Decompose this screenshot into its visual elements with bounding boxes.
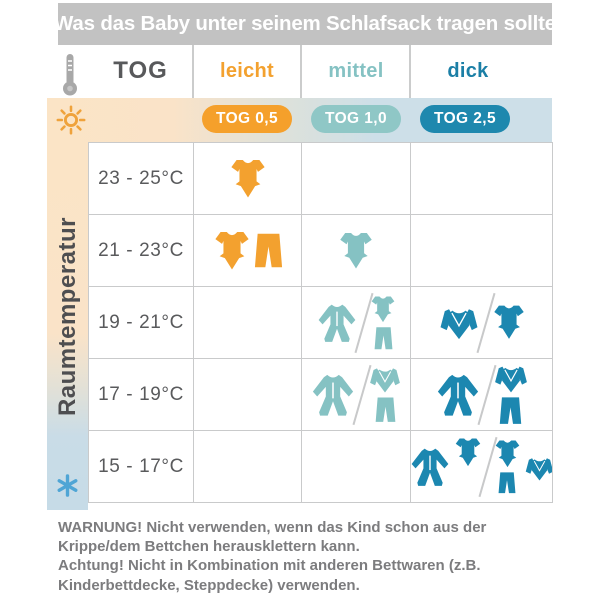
clothing-stack bbox=[370, 295, 396, 351]
pants-icon bbox=[374, 326, 393, 351]
room-temperature-sidebar: Raumtemperatur bbox=[47, 142, 88, 510]
tog-badge-leicht: TOG 0,5 bbox=[202, 105, 292, 133]
clothing-cell-mittel bbox=[302, 143, 411, 215]
bodysuit-icon bbox=[454, 437, 482, 468]
clothing-cell-mittel bbox=[302, 215, 411, 287]
sun-icon bbox=[55, 104, 87, 136]
column-header-mittel: mittel bbox=[328, 60, 384, 82]
bodysuit-icon bbox=[229, 158, 267, 200]
outfit-option bbox=[316, 302, 358, 344]
bodysuit-icon bbox=[494, 439, 521, 469]
clothing-cell-leicht bbox=[194, 431, 302, 503]
clothing-cell-mittel bbox=[302, 431, 411, 503]
clothing-cell-dick bbox=[411, 215, 553, 287]
longsleeve-icon bbox=[493, 363, 529, 394]
clothing-stack bbox=[494, 439, 521, 495]
clothing-cell-mittel bbox=[302, 359, 411, 431]
pants-icon bbox=[254, 232, 283, 270]
outfit-option bbox=[411, 446, 482, 488]
temperature-range: 21 - 23°C bbox=[89, 215, 194, 287]
outfit-option bbox=[493, 363, 529, 426]
bodysuit-icon bbox=[213, 230, 251, 272]
bodysuit-icon bbox=[338, 231, 374, 271]
column-header-dick: dick bbox=[447, 60, 489, 82]
outfit-option bbox=[229, 158, 267, 200]
longsleeve-icon bbox=[368, 365, 402, 394]
outfit-option bbox=[368, 365, 402, 424]
warning-line-2: Achtung! Nicht in Kombination mit andere… bbox=[58, 557, 481, 594]
sleepsuit-icon bbox=[411, 446, 451, 488]
warning-text: WARNUNG! Nicht verwenden, wenn das Kind … bbox=[58, 518, 560, 595]
clothing-cell-leicht bbox=[194, 215, 302, 287]
longsleeve-icon bbox=[524, 455, 554, 482]
temperature-range: 19 - 21°C bbox=[89, 287, 194, 359]
temperature-range: 23 - 25°C bbox=[89, 143, 194, 215]
longsleeve-icon bbox=[438, 305, 480, 341]
sleepsuit-icon bbox=[316, 302, 358, 344]
thermometer-icon bbox=[60, 52, 80, 96]
outfit-option bbox=[494, 439, 554, 495]
outfit-option bbox=[492, 304, 526, 341]
outfit-option bbox=[438, 305, 480, 341]
tog-gradient-band: TOG 0,5 TOG 1,0 TOG 2,5 bbox=[47, 98, 552, 142]
clothing-cell-leicht bbox=[194, 287, 302, 359]
temperature-range: 17 - 19°C bbox=[89, 359, 194, 431]
clothing-cell-dick bbox=[411, 143, 553, 215]
sleepsuit-icon bbox=[435, 372, 481, 418]
outfit-option bbox=[435, 372, 481, 418]
clothing-stack bbox=[493, 363, 529, 426]
page-title: Was das Baby unter seinem Schlafsack tra… bbox=[54, 3, 556, 45]
bodysuit-icon bbox=[370, 295, 396, 324]
outfit-option bbox=[310, 372, 356, 418]
pants-icon bbox=[499, 396, 522, 426]
tog-badge-mittel: TOG 1,0 bbox=[311, 105, 401, 133]
clothing-cell-leicht bbox=[194, 359, 302, 431]
temperature-range: 15 - 17°C bbox=[89, 431, 194, 503]
column-header-leicht: leicht bbox=[219, 60, 275, 82]
clothing-cell-leicht bbox=[194, 143, 302, 215]
clothing-cell-dick bbox=[411, 287, 553, 359]
bodysuit-icon bbox=[492, 304, 526, 341]
clothing-table: 23 - 25°C 21 - 23°C 19 - 21°C 17 - 19°C 15 -… bbox=[88, 142, 553, 503]
sleepsuit-icon bbox=[310, 372, 356, 418]
warning-line-1: WARNUNG! Nicht verwenden, wenn das Kind … bbox=[58, 519, 487, 556]
tog-badge-dick: TOG 2,5 bbox=[420, 105, 510, 133]
outfit-option bbox=[370, 295, 396, 351]
clothing-cell-mittel bbox=[302, 287, 411, 359]
clothing-cell-dick bbox=[411, 431, 553, 503]
snowflake-icon bbox=[56, 474, 79, 497]
outfit-option bbox=[213, 230, 283, 272]
header-divider bbox=[192, 45, 194, 98]
clothing-stack bbox=[368, 365, 402, 424]
outfit-option bbox=[338, 231, 374, 271]
header-divider bbox=[300, 45, 302, 98]
pants-icon bbox=[498, 471, 516, 495]
header-divider bbox=[409, 45, 411, 98]
tog-column-label: TOG bbox=[113, 57, 168, 84]
room-temperature-label: Raumtemperatur bbox=[53, 217, 81, 417]
clothing-cell-dick bbox=[411, 359, 553, 431]
pants-icon bbox=[375, 396, 396, 424]
